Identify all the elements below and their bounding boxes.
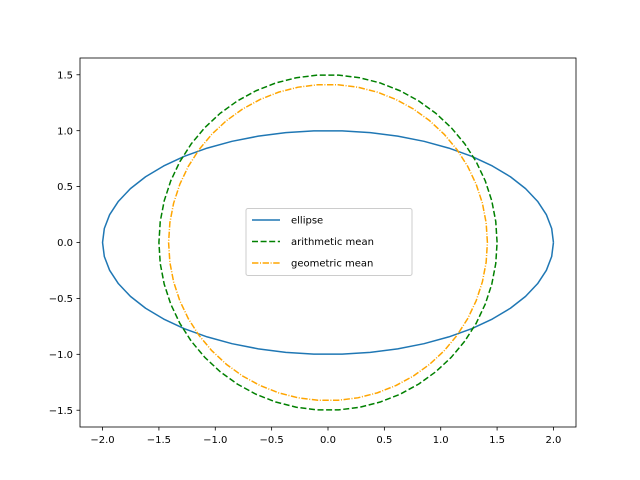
x-axis: −2.0 −1.5 −1.0 −0.5 0.0 0.5 1.0 1.5 2.0 [90, 427, 561, 446]
x-tick-label: 2.0 [546, 435, 562, 446]
x-tick-label: −0.5 [259, 435, 283, 446]
legend-label: arithmetic mean [291, 237, 374, 248]
x-tick-label: −2.0 [90, 435, 114, 446]
series-layer [101, 74, 555, 411]
legend-box [245, 208, 413, 276]
y-tick-label: 0.0 [57, 238, 73, 249]
y-tick-label: −1.0 [49, 350, 73, 361]
x-tick-label: 1.5 [489, 435, 505, 446]
y-tick-label: 1.0 [57, 126, 73, 137]
y-tick-label: −0.5 [49, 294, 73, 305]
y-tick-label: 1.5 [57, 70, 73, 81]
y-tick-label: −1.5 [49, 406, 73, 417]
legend: ellipse arithmetic mean geometric mean [245, 208, 413, 276]
x-tick-label: −1.5 [147, 435, 171, 446]
x-tick-label: 0.0 [320, 435, 336, 446]
legend-label: ellipse [291, 216, 323, 227]
x-tick-label: 1.0 [433, 435, 449, 446]
series-line-2 [167, 83, 489, 402]
series-line-1 [158, 74, 498, 411]
x-tick-label: 0.5 [376, 435, 392, 446]
y-axis: −1.5 −1.0 −0.5 0.0 0.5 1.0 1.5 [49, 70, 80, 417]
series-line-0 [101, 130, 555, 355]
x-tick-label: −1.0 [203, 435, 227, 446]
y-tick-label: 0.5 [57, 182, 73, 193]
legend-label: geometric mean [291, 259, 373, 270]
